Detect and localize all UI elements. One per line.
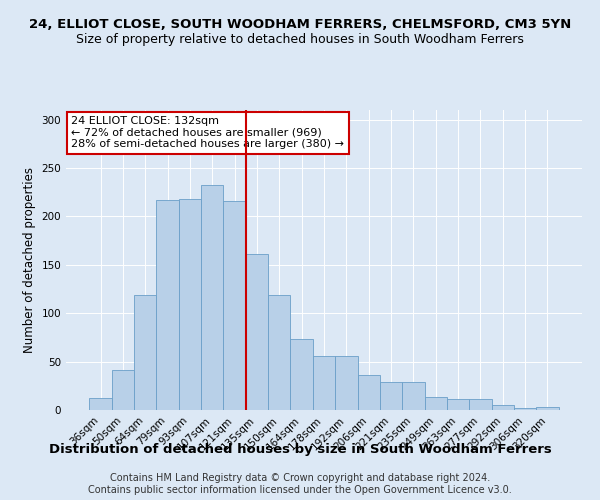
Bar	[201, 186, 223, 410]
Bar	[157, 200, 179, 410]
Bar	[290, 340, 313, 410]
Bar	[536, 407, 559, 410]
Text: Distribution of detached houses by size in South Woodham Ferrers: Distribution of detached houses by size …	[49, 442, 551, 456]
Bar	[112, 370, 134, 410]
Bar	[380, 382, 402, 410]
Bar	[491, 405, 514, 410]
Bar	[514, 408, 536, 410]
Bar	[179, 199, 201, 410]
Y-axis label: Number of detached properties: Number of detached properties	[23, 167, 36, 353]
Bar	[89, 398, 112, 410]
Text: 24 ELLIOT CLOSE: 132sqm
← 72% of detached houses are smaller (969)
28% of semi-d: 24 ELLIOT CLOSE: 132sqm ← 72% of detache…	[71, 116, 344, 149]
Bar	[358, 375, 380, 410]
Text: Size of property relative to detached houses in South Woodham Ferrers: Size of property relative to detached ho…	[76, 32, 524, 46]
Text: 24, ELLIOT CLOSE, SOUTH WOODHAM FERRERS, CHELMSFORD, CM3 5YN: 24, ELLIOT CLOSE, SOUTH WOODHAM FERRERS,…	[29, 18, 571, 30]
Bar	[447, 400, 469, 410]
Bar	[425, 398, 447, 410]
Bar	[335, 356, 358, 410]
Bar	[134, 295, 157, 410]
Bar	[469, 400, 491, 410]
Bar	[246, 254, 268, 410]
Bar	[402, 382, 425, 410]
Bar	[313, 356, 335, 410]
Bar	[268, 295, 290, 410]
Text: Contains HM Land Registry data © Crown copyright and database right 2024.
Contai: Contains HM Land Registry data © Crown c…	[88, 474, 512, 495]
Bar	[223, 201, 246, 410]
